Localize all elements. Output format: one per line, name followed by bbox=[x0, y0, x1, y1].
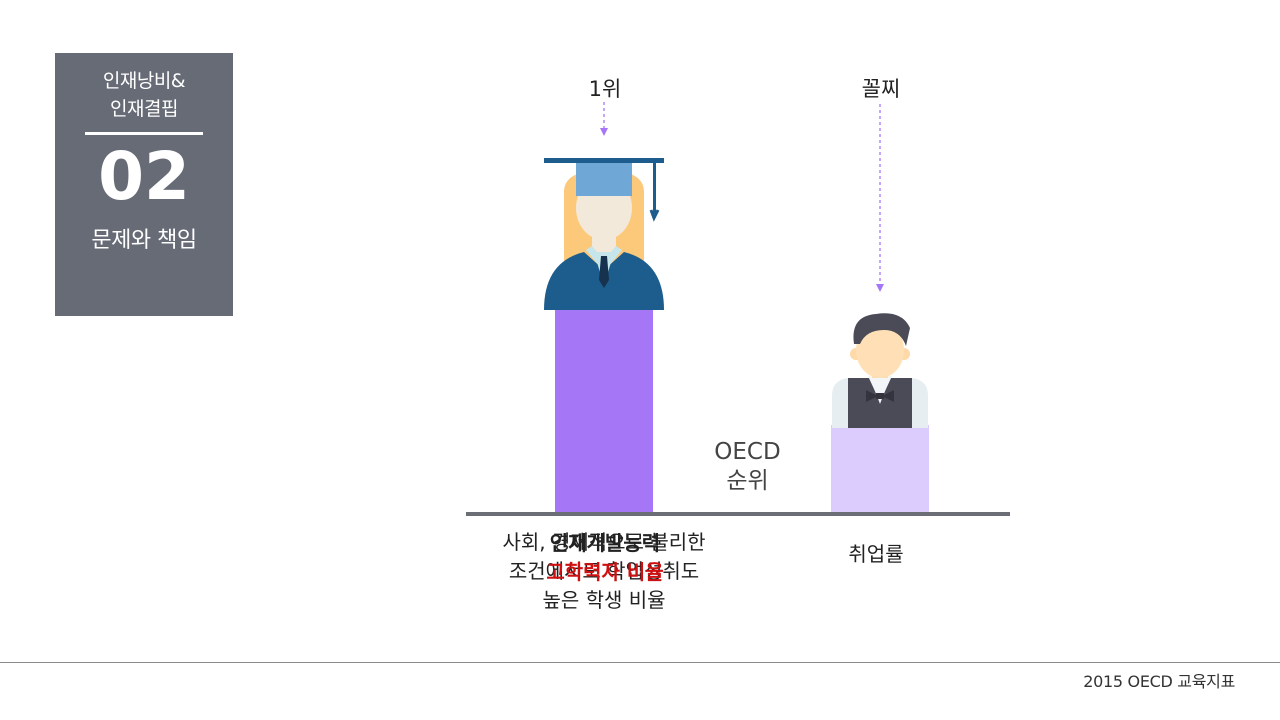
axis-note-line1: OECD bbox=[714, 439, 781, 465]
section-caption: 문제와 책임 bbox=[91, 228, 197, 253]
category-label-employment: 취업률 bbox=[848, 542, 904, 566]
waiter-icon bbox=[832, 313, 928, 428]
section-divider bbox=[85, 132, 203, 135]
category-label-line3: 높은 학생 비율 bbox=[542, 588, 666, 612]
section-subtitle-line1: 인재낭비& bbox=[102, 70, 186, 92]
section-subtitle-line2: 인재결핍 bbox=[110, 98, 178, 120]
chart-baseline bbox=[466, 512, 1010, 516]
category-label-academic: 사회, 경제적으로 불리한 조건에서도 학업성취도 높은 학생 비율 bbox=[470, 528, 738, 615]
section-subtitle: 인재낭비& 인재결핍 bbox=[55, 67, 233, 123]
section-box: 인재낭비& 인재결핍 02 문제와 책임 bbox=[55, 53, 233, 316]
axis-note: OECD 순위 bbox=[690, 438, 805, 496]
category-label-line1: 사회, 경제적으로 불리한 bbox=[502, 530, 706, 554]
rank-label-last: 꼴찌 bbox=[861, 77, 901, 101]
arrow-first-head bbox=[600, 128, 608, 136]
category-label-overlap: 인재개발능력 고학력자 비율 bbox=[500, 529, 710, 587]
arrow-last-head bbox=[876, 284, 884, 292]
source-note: 2015 OECD 교육지표 bbox=[1083, 672, 1235, 691]
category-label-line2: 조건에서도 학업성취도 bbox=[508, 559, 700, 583]
bar-academic bbox=[555, 310, 653, 512]
section-number: 02 bbox=[98, 138, 190, 215]
axis-note-line2: 순위 bbox=[726, 468, 769, 494]
overlap-label-line1: 인재개발능력 bbox=[549, 531, 661, 555]
bar-employment bbox=[831, 425, 929, 512]
rank-label-first: 1위 bbox=[588, 77, 622, 101]
overlap-label-line2: 고학력자 비율 bbox=[546, 560, 664, 584]
graduate-student-icon bbox=[544, 158, 664, 310]
footer-divider bbox=[0, 662, 1280, 663]
